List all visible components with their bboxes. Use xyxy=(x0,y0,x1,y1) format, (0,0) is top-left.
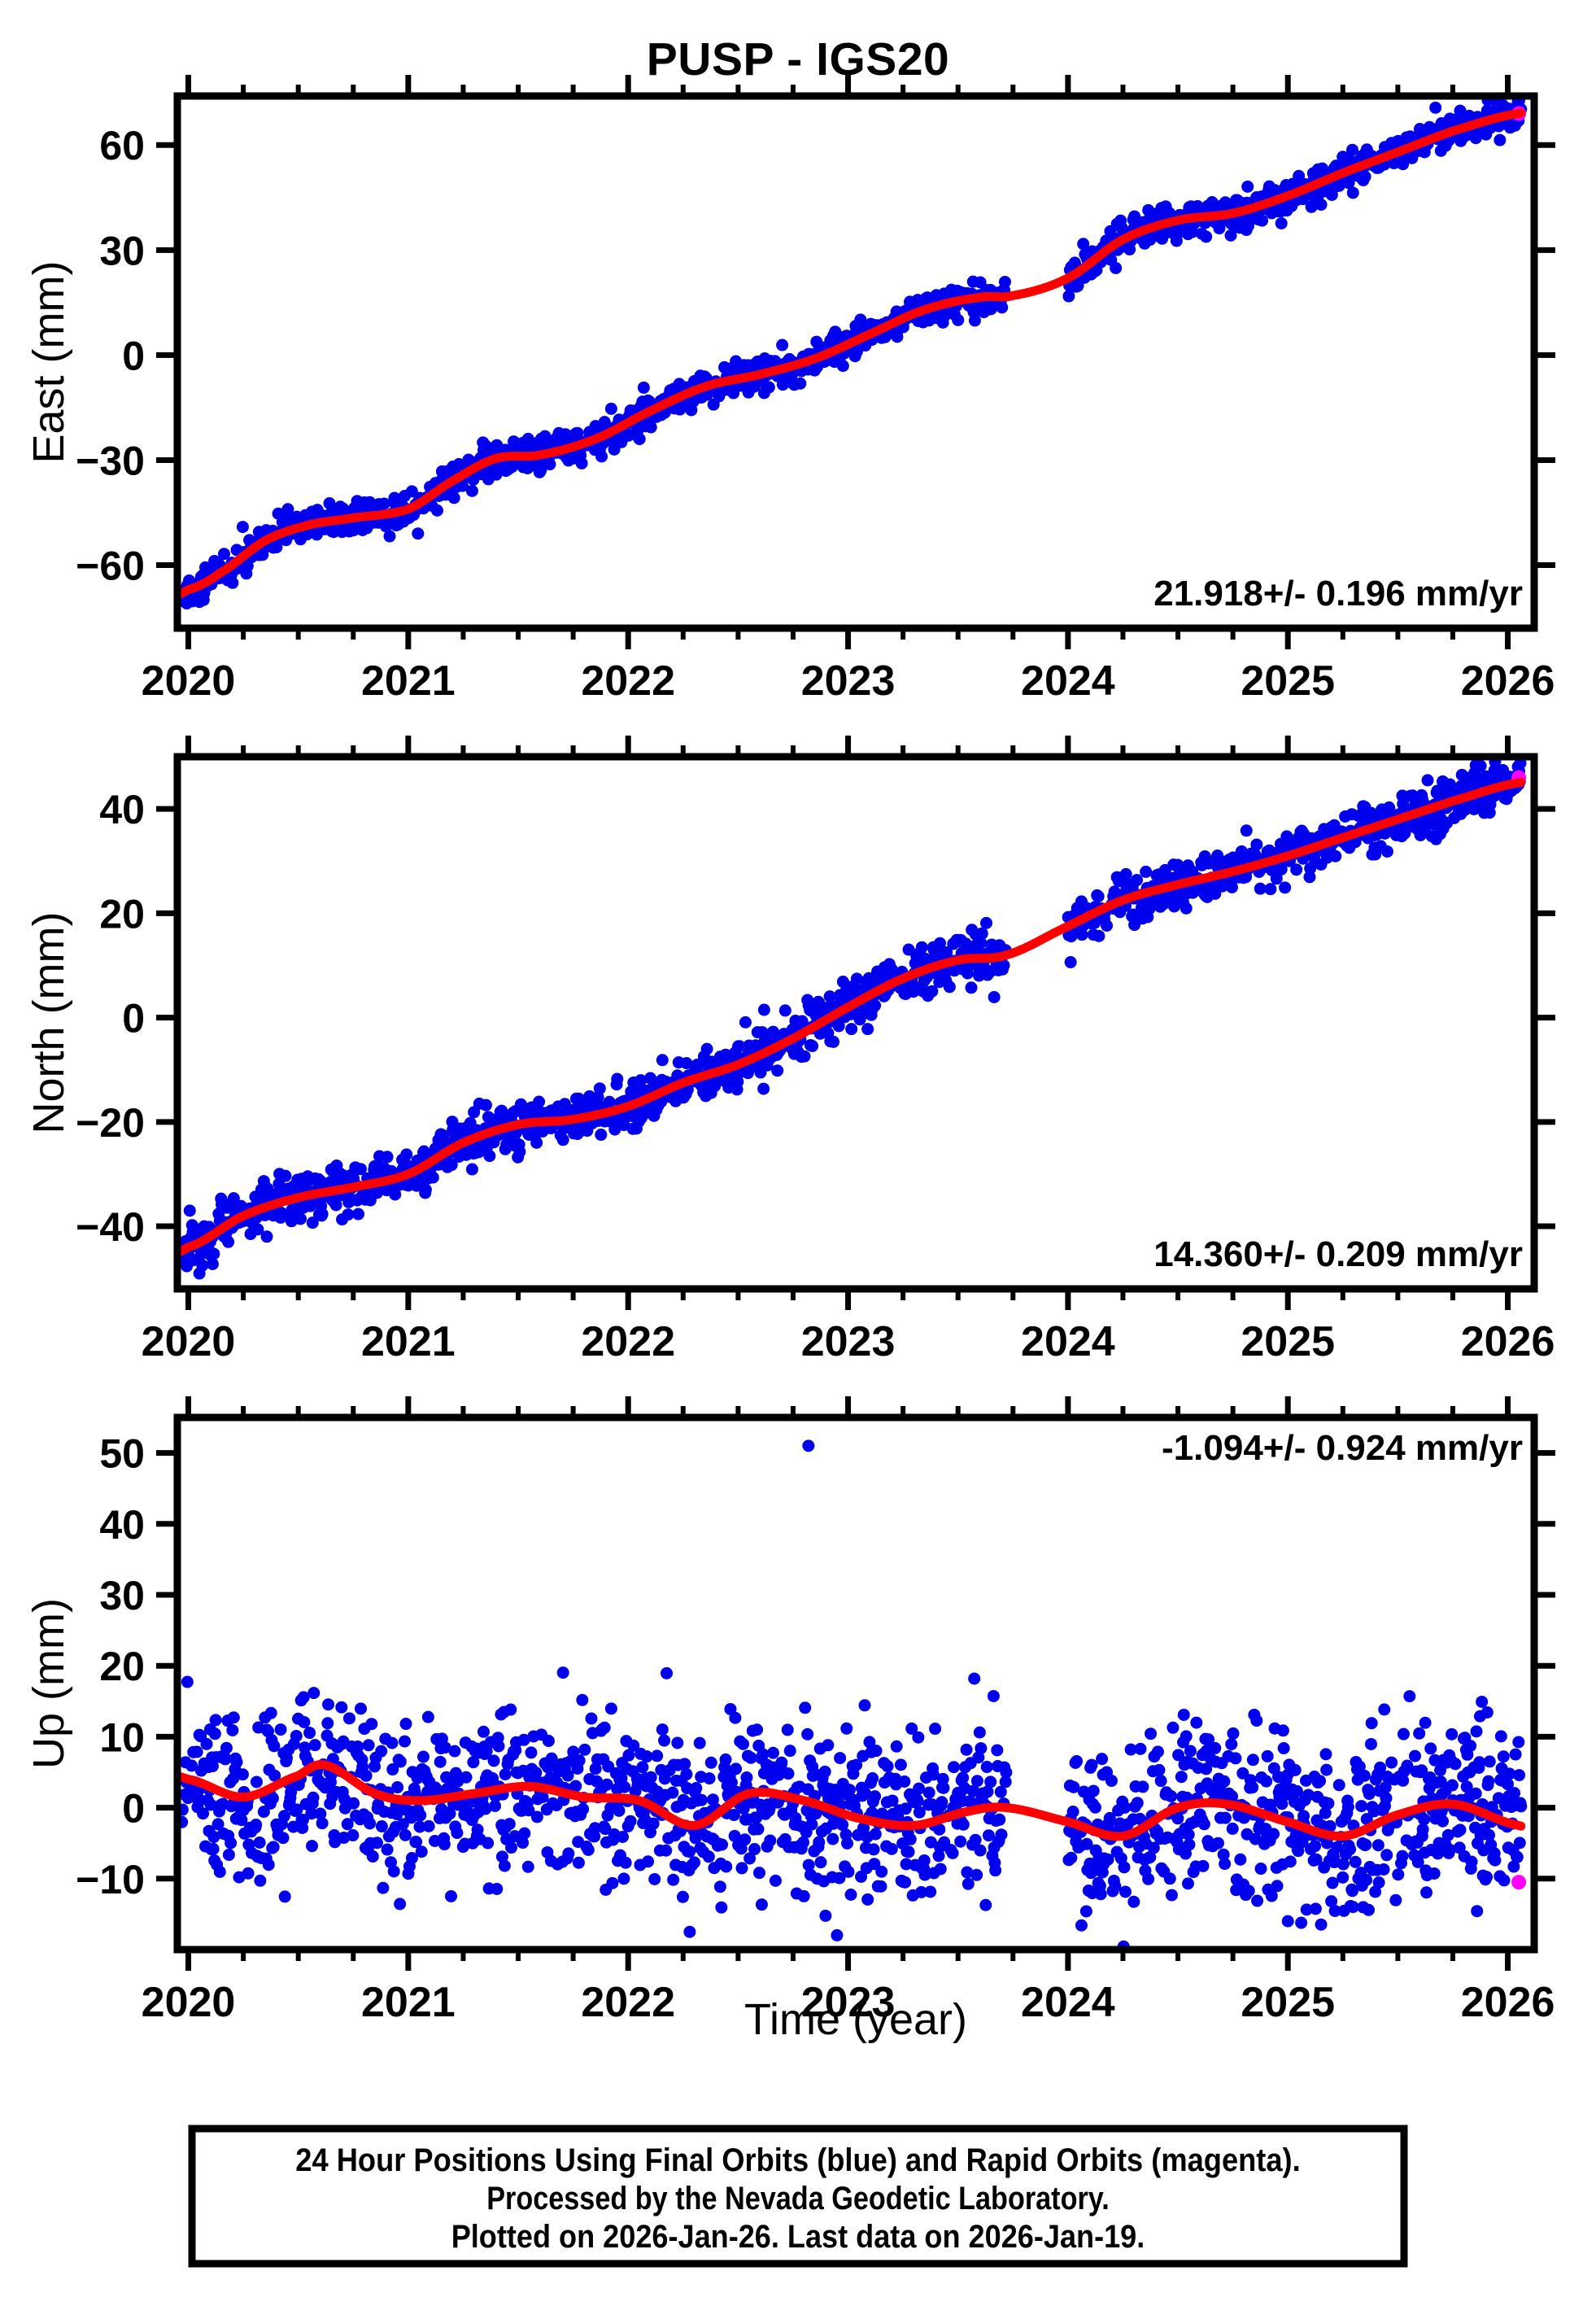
panel-east: −60 −30 0 30 60 2020 2021 2022 2023 2024 2025 2026 E… xyxy=(24,75,1555,705)
caption-line-1: 24 Hour Positions Using Final Orbits (bl… xyxy=(295,2142,1300,2178)
x-axis-label: Time (year) xyxy=(744,1995,967,2044)
x-tick-label: 2025 xyxy=(1241,1318,1335,1365)
y-tick-label: 10 xyxy=(99,1714,145,1760)
panel-up: −10 0 10 20 30 40 50 2020 2021 2022 2023 2024 2025 20… xyxy=(24,1396,1555,2026)
y-tick-label: 40 xyxy=(99,1502,145,1548)
rate-annotation-east: 21.918+/- 0.196 mm/yr xyxy=(1153,574,1523,614)
x-tick-label: 2020 xyxy=(142,1318,236,1365)
y-tick-label: −20 xyxy=(76,1100,145,1146)
panel-north: −40 −20 0 20 40 2020 2021 2022 2023 2024 2025 2026 N… xyxy=(24,736,1555,1365)
x-tick-label: 2023 xyxy=(801,657,896,705)
y-tick-label: 60 xyxy=(99,123,145,168)
caption-line-2: Processed by the Nevada Geodetic Laborat… xyxy=(486,2181,1110,2216)
x-tick-label: 2024 xyxy=(1021,657,1115,705)
x-tick-label: 2023 xyxy=(801,1318,896,1365)
x-tick-label: 2025 xyxy=(1241,657,1335,705)
rate-annotation-north: 14.360+/- 0.209 mm/yr xyxy=(1153,1234,1523,1274)
y-tick-label: 30 xyxy=(99,1573,145,1618)
caption-line-3: Plotted on 2026-Jan-26. Last data on 202… xyxy=(451,2219,1145,2255)
y-tick-label: 0 xyxy=(122,1786,145,1832)
x-tick-label: 2025 xyxy=(1241,1979,1335,2026)
y-axis-label-north: North (mm) xyxy=(24,912,73,1134)
x-tick-label: 2020 xyxy=(142,1979,236,2026)
y-tick-label: −40 xyxy=(76,1204,145,1250)
y-tick-label: 30 xyxy=(99,228,145,273)
x-axis-label-group: Time (year) xyxy=(744,1995,967,2044)
x-tick-label: 2022 xyxy=(581,1318,675,1365)
y-tick-label: −60 xyxy=(76,544,145,589)
y-tick-label: 20 xyxy=(99,1644,145,1689)
rate-annotation-up: -1.094+/- 0.924 mm/yr xyxy=(1162,1428,1523,1468)
y-tick-label: 50 xyxy=(99,1431,145,1477)
x-tick-label: 2024 xyxy=(1021,1979,1115,2026)
y-tick-label: −30 xyxy=(76,438,145,483)
y-tick-label: −10 xyxy=(76,1857,145,1902)
y-axis-label-east: East (mm) xyxy=(24,261,73,464)
x-tick-label: 2020 xyxy=(142,657,236,705)
x-tick-label: 2024 xyxy=(1021,1318,1115,1365)
x-tick-label: 2023 xyxy=(801,1979,896,2026)
x-tick-label: 2022 xyxy=(581,657,675,705)
page-title: PUSP - IGS20 xyxy=(646,33,950,85)
y-tick-label: 0 xyxy=(122,996,145,1042)
y-tick-label: 0 xyxy=(122,333,145,378)
x-tick-label: 2026 xyxy=(1461,1979,1555,2026)
caption-box: 24 Hour Positions Using Final Orbits (bl… xyxy=(188,2125,1408,2268)
y-tick-label: 20 xyxy=(99,891,145,937)
x-tick-label: 2021 xyxy=(361,1979,456,2026)
x-tick-label: 2026 xyxy=(1461,1318,1555,1365)
y-tick-label: 40 xyxy=(99,787,145,832)
x-tick-label: 2021 xyxy=(361,1318,456,1365)
x-tick-label: 2026 xyxy=(1461,657,1555,705)
x-tick-label: 2021 xyxy=(361,657,456,705)
x-tick-label: 2022 xyxy=(581,1979,675,2026)
y-axis-label-up: Up (mm) xyxy=(24,1598,73,1769)
